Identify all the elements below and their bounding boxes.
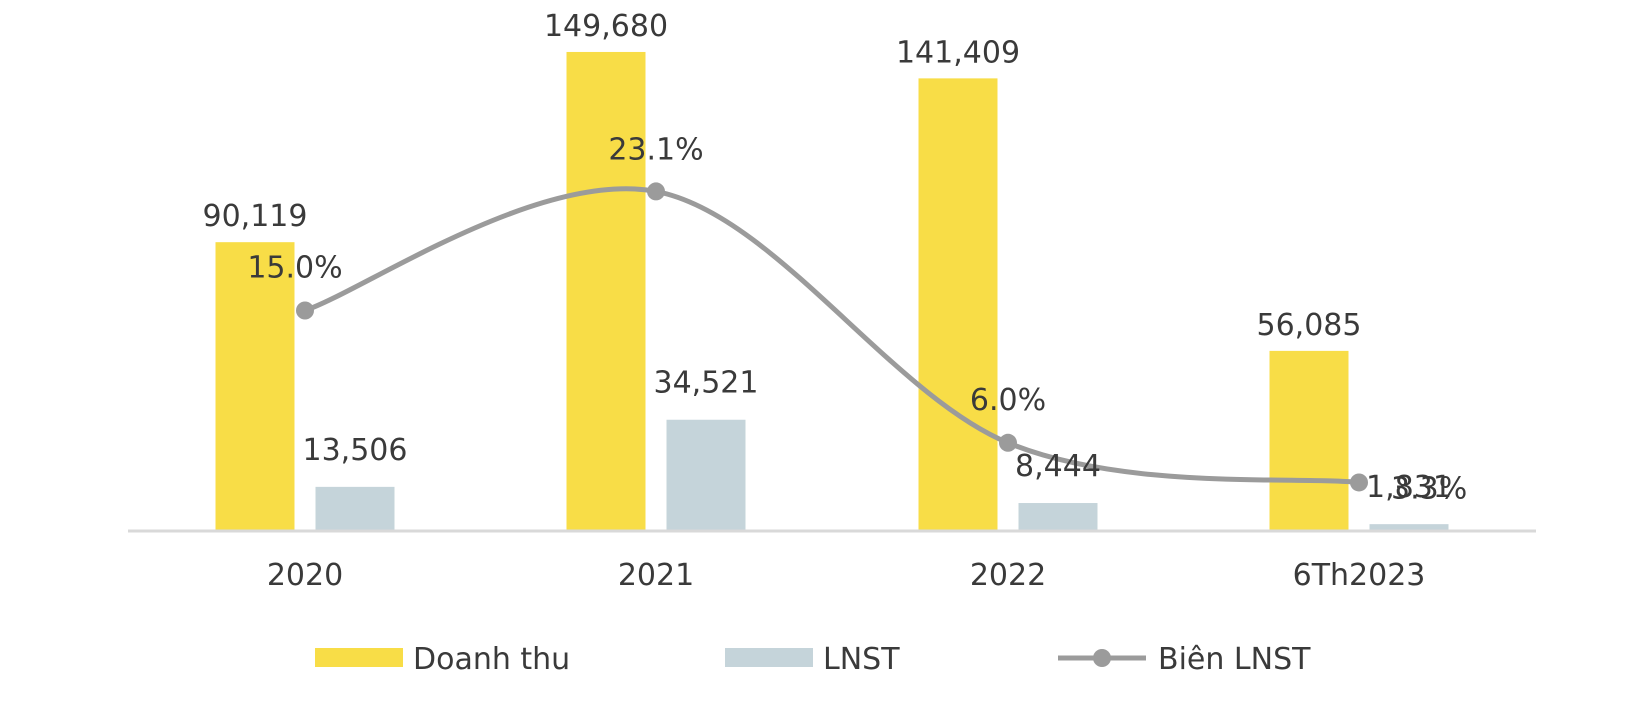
line-bien-lnst	[302, 186, 1362, 485]
label-lnst-2022: 8,444	[1015, 449, 1101, 484]
x-tick-2022: 2022	[970, 558, 1046, 593]
labels-layer: 90,119 13,506 149,680 34,521 141,409 8,444 56,…	[203, 9, 1468, 507]
label-lnst-6Th2023: 1,831	[1366, 470, 1452, 505]
bars-layer	[215, 51, 1449, 531]
legend-swatch-doanh-thu	[315, 648, 403, 667]
label-doanh-thu-6Th2023: 56,085	[1257, 308, 1362, 343]
label-doanh-thu-2021: 149,680	[544, 9, 668, 44]
label-doanh-thu-2020: 90,119	[203, 199, 308, 234]
label-doanh-thu-2022: 141,409	[896, 35, 1020, 70]
bar-doanh-thu-2020	[215, 242, 295, 531]
x-tick-labels: 2020 2021 2022 6Th2023	[267, 558, 1426, 593]
point-bien-lnst-2020	[296, 301, 314, 320]
bar-lnst-2020	[315, 486, 395, 530]
label-bien-lnst-2022: 6.0%	[970, 383, 1046, 418]
label-bien-lnst-2021: 23.1%	[608, 132, 703, 167]
x-tick-6Th2023: 6Th2023	[1293, 558, 1426, 593]
x-tick-2021: 2021	[618, 558, 694, 593]
point-bien-lnst-6Th2023	[1350, 473, 1368, 492]
label-bien-lnst-2020: 15.0%	[247, 251, 342, 286]
bar-doanh-thu-2022	[918, 78, 998, 531]
legend: Doanh thu LNST Biên LNST	[315, 642, 1311, 677]
bar-doanh-thu-2021	[566, 51, 646, 530]
legend-swatch-lnst	[725, 648, 813, 667]
label-lnst-2020: 13,506	[303, 433, 408, 468]
bar-lnst-6Th2023	[1369, 524, 1449, 530]
legend-label-bien-lnst: Biên LNST	[1158, 642, 1311, 677]
legend-label-lnst: LNST	[823, 642, 900, 677]
legend-label-doanh-thu: Doanh thu	[413, 642, 570, 677]
point-bien-lnst-2021	[647, 182, 665, 201]
label-lnst-2021: 34,521	[654, 366, 759, 401]
label-bien-lnst-6Th2023: 3.3%	[1391, 471, 1467, 506]
point-bien-lnst-2022	[999, 433, 1017, 452]
bar-lnst-2021	[666, 419, 746, 530]
legend-marker-bien-lnst	[1093, 649, 1111, 667]
bar-doanh-thu-6Th2023	[1269, 350, 1349, 530]
bar-lnst-2022	[1018, 503, 1098, 530]
x-tick-2020: 2020	[267, 558, 343, 593]
line-layer	[296, 182, 1368, 492]
